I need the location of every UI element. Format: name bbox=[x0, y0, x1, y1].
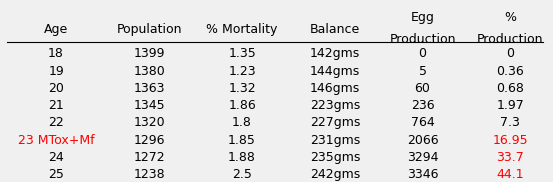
Text: 16.95: 16.95 bbox=[492, 134, 528, 147]
Text: 1345: 1345 bbox=[133, 99, 165, 112]
Text: 2.5: 2.5 bbox=[232, 168, 252, 181]
Text: 223gms: 223gms bbox=[310, 99, 360, 112]
Text: 764: 764 bbox=[411, 116, 435, 129]
Text: % Mortality: % Mortality bbox=[206, 23, 278, 36]
Text: 18: 18 bbox=[48, 47, 64, 60]
Text: 0: 0 bbox=[419, 47, 426, 60]
Text: 60: 60 bbox=[415, 82, 430, 95]
Text: 21: 21 bbox=[48, 99, 64, 112]
Text: 3294: 3294 bbox=[407, 151, 439, 164]
Text: 242gms: 242gms bbox=[310, 168, 360, 181]
Text: Egg: Egg bbox=[411, 11, 435, 24]
Text: 1272: 1272 bbox=[133, 151, 165, 164]
Text: 1.97: 1.97 bbox=[496, 99, 524, 112]
Text: 5: 5 bbox=[419, 65, 426, 78]
Text: 25: 25 bbox=[48, 168, 64, 181]
Text: 22: 22 bbox=[48, 116, 64, 129]
Text: 144gms: 144gms bbox=[310, 65, 360, 78]
Text: 236: 236 bbox=[411, 99, 434, 112]
Text: 1320: 1320 bbox=[133, 116, 165, 129]
Text: 146gms: 146gms bbox=[310, 82, 360, 95]
Text: 1363: 1363 bbox=[133, 82, 165, 95]
Text: 1.32: 1.32 bbox=[228, 82, 256, 95]
Text: 1.35: 1.35 bbox=[228, 47, 256, 60]
Text: 1296: 1296 bbox=[133, 134, 165, 147]
Text: 19: 19 bbox=[48, 65, 64, 78]
Text: 0: 0 bbox=[506, 47, 514, 60]
Text: 1.85: 1.85 bbox=[228, 134, 256, 147]
Text: 231gms: 231gms bbox=[310, 134, 360, 147]
Text: 24: 24 bbox=[48, 151, 64, 164]
Text: 1.8: 1.8 bbox=[232, 116, 252, 129]
Text: 1.88: 1.88 bbox=[228, 151, 256, 164]
Text: 1.23: 1.23 bbox=[228, 65, 256, 78]
Text: 1.86: 1.86 bbox=[228, 99, 256, 112]
Text: 23 MTox+Mf: 23 MTox+Mf bbox=[18, 134, 95, 147]
Text: Population: Population bbox=[116, 23, 182, 36]
Text: 7.3: 7.3 bbox=[500, 116, 520, 129]
Text: Age: Age bbox=[44, 23, 68, 36]
Text: 142gms: 142gms bbox=[310, 47, 360, 60]
Text: Balance: Balance bbox=[310, 23, 360, 36]
Text: 3346: 3346 bbox=[407, 168, 439, 181]
Text: 20: 20 bbox=[48, 82, 64, 95]
Text: 2066: 2066 bbox=[407, 134, 439, 147]
Text: 0.36: 0.36 bbox=[496, 65, 524, 78]
Text: 227gms: 227gms bbox=[310, 116, 360, 129]
Text: 1399: 1399 bbox=[133, 47, 165, 60]
Text: %: % bbox=[504, 11, 516, 24]
Text: 0.68: 0.68 bbox=[496, 82, 524, 95]
Text: 1380: 1380 bbox=[133, 65, 165, 78]
Text: 44.1: 44.1 bbox=[496, 168, 524, 181]
Text: Production: Production bbox=[389, 33, 456, 46]
Text: Production: Production bbox=[477, 33, 544, 46]
Text: 1238: 1238 bbox=[133, 168, 165, 181]
Text: 235gms: 235gms bbox=[310, 151, 360, 164]
Text: 33.7: 33.7 bbox=[496, 151, 524, 164]
